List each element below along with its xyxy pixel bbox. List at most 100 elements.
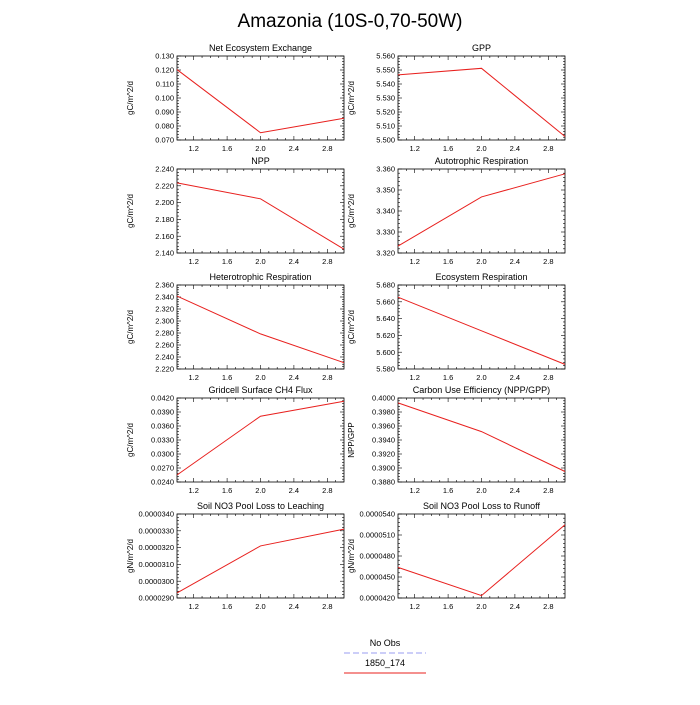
y-tick-label: 0.3920 — [372, 450, 395, 459]
y-tick-label: 0.3900 — [372, 464, 395, 473]
x-tick-label: 2.0 — [476, 602, 486, 611]
y-tick-label: 0.0000340 — [139, 510, 174, 519]
y-tick-label: 0.080 — [155, 122, 174, 131]
y-tick-label: 5.530 — [376, 94, 395, 103]
y-axis-label: gC/m^2/d — [126, 194, 135, 228]
x-tick-label: 1.2 — [188, 602, 198, 611]
x-tick-label: 1.6 — [222, 257, 232, 266]
series-line — [397, 67, 566, 137]
y-tick-label: 0.110 — [156, 80, 174, 89]
x-tick-label: 2.8 — [543, 486, 553, 495]
x-tick-label: 2.4 — [289, 486, 299, 495]
x-tick-label: 2.4 — [289, 257, 299, 266]
x-tick-label: 2.8 — [322, 486, 332, 495]
y-axis-label: gC/m^2/d — [126, 81, 135, 115]
x-tick-label: 1.6 — [443, 257, 453, 266]
y-axis-label: gC/m^2/d — [347, 194, 356, 228]
plot-frame — [397, 513, 566, 599]
y-tick-label: 0.0330 — [151, 436, 174, 445]
x-tick-label: 1.6 — [443, 602, 453, 611]
panel-carbon-use-efficiency-npp-gpp: Carbon Use Efficiency (NPP/GPP) 1.2 1.6 2.0… — [347, 385, 566, 495]
series-line — [397, 296, 566, 365]
panel-title: Heterotrophic Respiration — [209, 272, 311, 282]
x-tick-label: 2.8 — [322, 602, 332, 611]
y-axis-label: gC/m^2/d — [126, 310, 135, 344]
x-tick-label: 2.4 — [510, 602, 520, 611]
x-tick-label: 1.2 — [409, 257, 419, 266]
y-axis-label: gN/m^2/d — [126, 539, 135, 573]
y-axis-label: gN/m^2/d — [347, 539, 356, 573]
series-line — [176, 69, 345, 134]
y-tick-label: 0.070 — [155, 136, 174, 145]
series-line — [176, 400, 345, 476]
x-tick-label: 2.8 — [543, 373, 553, 382]
panel-heterotrophic-respiration: Heterotrophic Respiration 1.2 1.6 2.0 2.4 2.8… — [126, 272, 345, 382]
x-tick-label: 1.2 — [188, 486, 198, 495]
panel-title: Gridcell Surface CH4 Flux — [208, 385, 313, 395]
x-tick-label: 2.0 — [255, 257, 265, 266]
x-tick-label: 2.0 — [255, 144, 265, 153]
panel-title: Soil NO3 Pool Loss to Leaching — [197, 501, 324, 511]
y-tick-label: 2.260 — [155, 341, 174, 350]
y-tick-label: 5.660 — [376, 297, 395, 306]
y-axis-label: gC/m^2/d — [347, 81, 356, 115]
y-tick-label: 2.240 — [155, 353, 174, 362]
panel-npp: NPP 1.2 1.6 2.0 2.4 2.8 2.140 2.160 2.180 2.200 2.… — [126, 156, 345, 266]
plot-frame — [176, 168, 345, 254]
y-tick-label: 3.340 — [376, 207, 395, 216]
y-tick-label: 0.0000510 — [360, 531, 395, 540]
x-tick-label: 1.6 — [222, 144, 232, 153]
y-tick-label: 0.130 — [155, 52, 174, 61]
y-tick-label: 5.540 — [376, 80, 395, 89]
y-tick-label: 2.160 — [155, 232, 174, 241]
plot-frame — [397, 284, 566, 370]
y-tick-label: 0.0000480 — [360, 552, 395, 561]
y-tick-label: 2.140 — [155, 249, 174, 258]
y-tick-label: 2.320 — [155, 305, 174, 314]
y-tick-label: 0.090 — [155, 108, 174, 117]
y-tick-label: 0.3940 — [372, 436, 395, 445]
plot-frame — [176, 284, 345, 370]
x-tick-label: 2.8 — [543, 144, 553, 153]
y-tick-label: 0.0000420 — [360, 594, 395, 603]
y-tick-label: 2.220 — [155, 181, 174, 190]
x-tick-label: 2.4 — [289, 144, 299, 153]
panel-soil-no3-pool-loss-to-leaching: Soil NO3 Pool Loss to Leaching 1.2 1.6 2.0 2… — [126, 501, 345, 611]
plot-frame — [176, 397, 345, 483]
panel-title: Autotrophic Respiration — [435, 156, 529, 166]
x-tick-label: 2.0 — [255, 373, 265, 382]
y-tick-label: 5.520 — [376, 108, 395, 117]
y-axis-label: gC/m^2/d — [126, 423, 135, 457]
y-tick-label: 5.680 — [376, 281, 395, 290]
series-line — [176, 182, 345, 250]
y-tick-label: 0.0000300 — [139, 577, 174, 586]
panel-title: NPP — [251, 156, 270, 166]
panel-net-ecosystem-exchange: Net Ecosystem Exchange 1.2 1.6 2.0 2.4 2.8 0.0… — [126, 43, 345, 153]
y-tick-label: 5.500 — [376, 136, 395, 145]
legend-label-1850-174: 1850_174 — [365, 658, 405, 668]
series-line — [397, 173, 566, 247]
x-tick-label: 2.0 — [476, 373, 486, 382]
panel-title: GPP — [472, 43, 491, 53]
y-tick-label: 0.0420 — [151, 394, 174, 403]
y-tick-label: 5.600 — [376, 348, 395, 357]
x-tick-label: 1.2 — [409, 373, 419, 382]
x-tick-label: 2.4 — [510, 486, 520, 495]
panel-ecosystem-respiration: Ecosystem Respiration 1.2 1.6 2.0 2.4 2.8 5.58… — [347, 272, 566, 382]
x-tick-label: 2.4 — [289, 373, 299, 382]
y-tick-label: 0.0000310 — [139, 560, 174, 569]
series-line — [176, 528, 345, 594]
y-tick-label: 5.640 — [376, 314, 395, 323]
y-tick-label: 0.100 — [155, 94, 174, 103]
y-tick-label: 0.3960 — [372, 422, 395, 431]
y-tick-label: 3.350 — [376, 186, 395, 195]
x-tick-label: 2.0 — [255, 486, 265, 495]
y-tick-label: 5.620 — [376, 331, 395, 340]
x-tick-label: 2.4 — [510, 373, 520, 382]
y-tick-label: 0.0300 — [151, 450, 174, 459]
x-tick-label: 1.2 — [409, 602, 419, 611]
x-tick-label: 1.6 — [443, 486, 453, 495]
y-tick-label: 2.280 — [155, 329, 174, 338]
x-tick-label: 2.0 — [255, 602, 265, 611]
y-tick-label: 2.180 — [155, 215, 174, 224]
